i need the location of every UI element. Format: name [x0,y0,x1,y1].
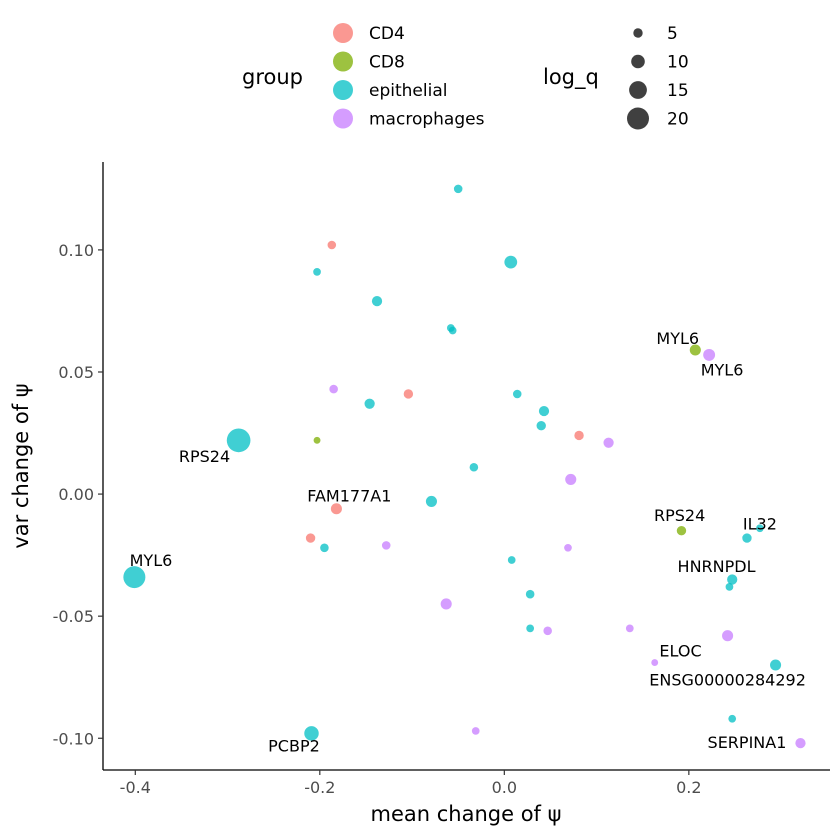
data-point [651,659,659,667]
x-axis-title: mean change of ψ [371,802,562,826]
point-label: ELOC [659,641,701,660]
data-point [123,566,146,589]
data-point [603,437,614,448]
data-point [453,184,463,194]
data-point [525,589,535,599]
y-tick-label: 0.10 [58,241,94,260]
y-tick-label: -0.10 [53,729,94,748]
data-point [676,526,687,536]
point-label: FAM177A1 [307,486,391,505]
data-point [543,626,552,636]
size-legend-key [631,54,645,69]
size-legend-entries: 5 10 15 20 [627,24,689,130]
legend-label: CD8 [369,53,405,73]
color-legend-title: group [242,65,303,89]
data-point [448,326,457,335]
data-point [727,574,738,585]
y-ticks: -0.10 -0.05 0.00 0.05 0.10 [53,241,103,748]
data-point [574,430,584,441]
legend-key [333,23,353,43]
color-legend-entries: CD4 CD8 epithelial macrophages [333,23,485,130]
data-point [564,543,572,552]
data-point [469,462,479,472]
data-point [507,556,516,564]
y-tick-label: 0.05 [58,363,94,382]
data-points [123,184,806,749]
x-tick-label: -0.2 [304,778,335,797]
size-legend-title: log_q [543,65,599,90]
data-point [425,495,437,507]
data-point [330,503,342,515]
point-label: MYL6 [656,329,699,348]
point-label: HNRNPDL [678,557,756,576]
size-legend-label: 5 [667,24,678,44]
data-point [403,389,414,399]
x-tick-label: 0.2 [676,778,701,797]
data-point [313,436,321,444]
legend-label: CD4 [369,24,405,44]
data-point [625,624,634,633]
data-point [320,543,329,553]
data-point [725,583,734,591]
point-label: MYL6 [701,361,744,380]
point-label: RPS24 [654,506,705,525]
data-point [526,624,535,633]
data-point [795,738,806,749]
y-tick-label: 0.00 [58,485,94,504]
data-point [504,255,518,269]
size-legend-key [633,28,643,38]
data-point [329,384,338,394]
legend-key [333,51,353,72]
legend-key [333,108,353,129]
x-tick-label: -0.4 [120,778,151,797]
data-point [565,473,577,485]
data-point [756,524,764,533]
data-point [703,348,716,361]
data-point [728,714,737,723]
data-point [381,541,391,550]
point-label: MYL6 [130,551,173,570]
size-legend-label: 15 [667,81,689,101]
size-legend-label: 20 [667,110,689,130]
data-point [371,296,383,307]
y-axis-title: var change of ψ [9,383,33,548]
legend-label: macrophages [369,110,485,130]
point-label: IL32 [743,514,777,533]
data-point [327,240,337,250]
data-point [538,405,550,417]
size-legend-key [627,107,649,130]
legend-label: epithelial [369,81,447,101]
data-point [512,389,522,399]
data-point [304,726,319,741]
axes: -0.4 -0.2 0.0 0.2 -0.10 -0.05 0.00 0.05 0.10 me… [9,162,830,826]
point-label: SERPINA1 [708,733,787,752]
data-point [305,533,316,543]
data-point [742,533,752,543]
legend-key [333,80,353,100]
point-label: PCBP2 [268,737,320,756]
point-label: RPS24 [179,447,230,466]
x-tick-label: 0.0 [492,778,517,797]
point-label: ENSG00000284292 [649,671,806,690]
data-point [471,727,480,735]
data-point [770,659,782,671]
data-point [536,421,546,431]
data-point [313,268,321,276]
y-tick-label: -0.05 [53,607,94,626]
data-point [226,428,251,453]
data-point [722,630,734,642]
data-point [689,344,701,356]
size-legend-key [629,81,647,99]
data-point [440,598,452,610]
x-ticks: -0.4 -0.2 0.0 0.2 [120,770,702,797]
size-legend-label: 10 [667,53,689,73]
data-point [364,398,375,409]
